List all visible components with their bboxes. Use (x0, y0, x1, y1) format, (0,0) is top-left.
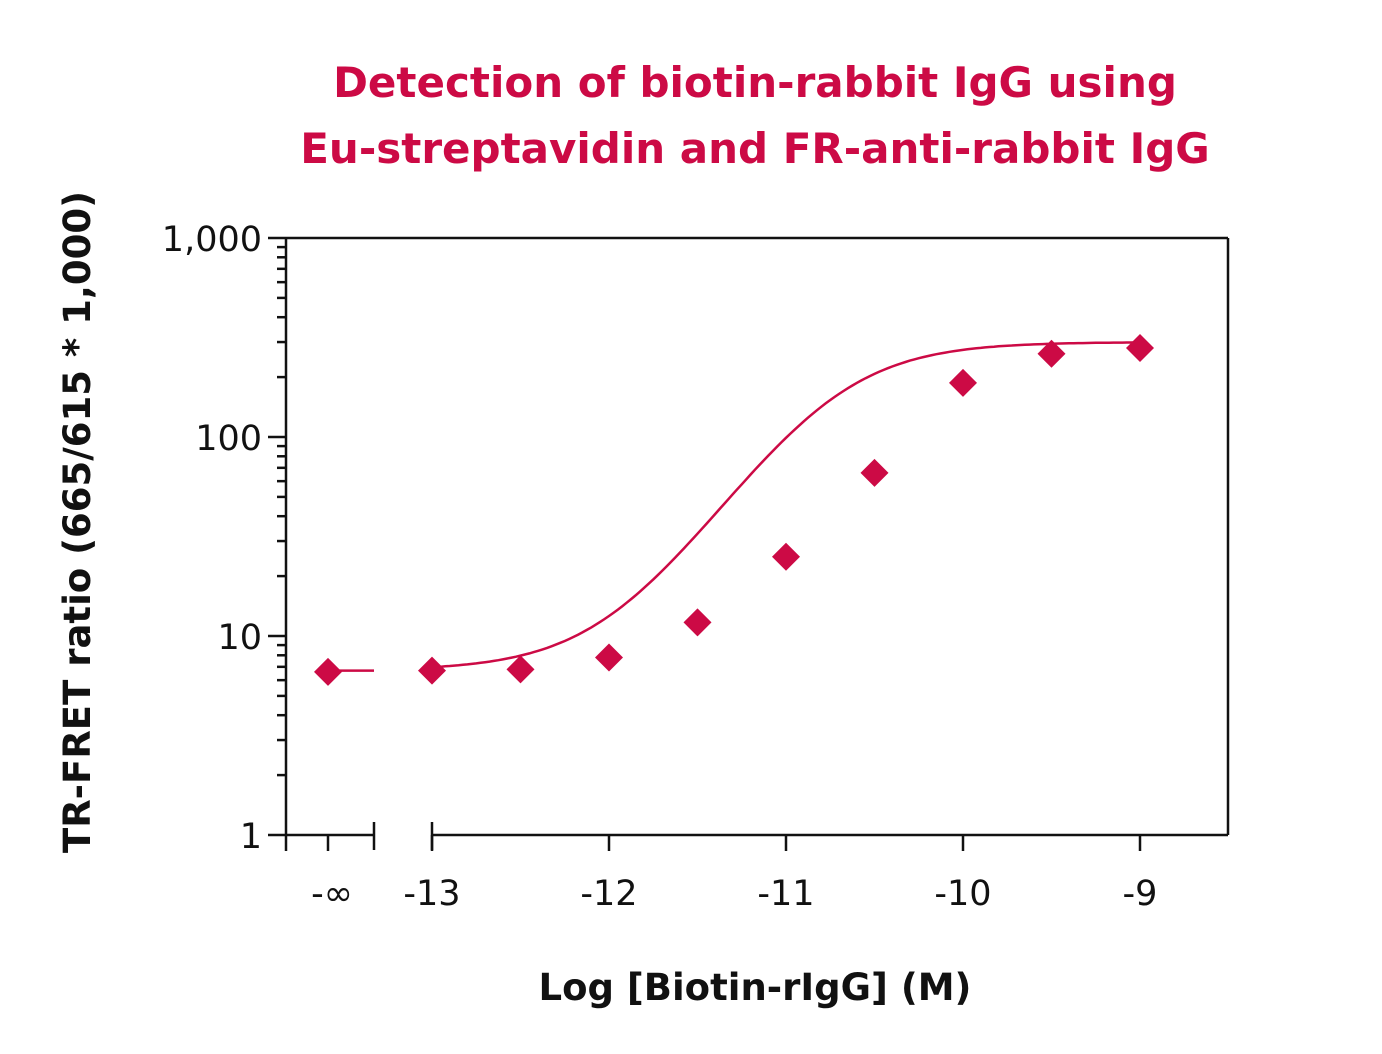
chart-title: Detection of biotin-rabbit IgG using Eu-… (0, 50, 1382, 182)
y-axis-title: TR-FRET ratio (665/615 * 1,000) (56, 191, 99, 853)
x-tick-label: -∞ (311, 874, 353, 914)
data-point (418, 656, 446, 685)
x-tick-label: -9 (1123, 874, 1158, 914)
data-point (860, 458, 889, 487)
data-point (949, 368, 977, 397)
data-point (314, 657, 342, 686)
data-point (595, 643, 623, 672)
data-points (314, 334, 1154, 686)
x-axis-title: Log [Biotin-rIgG] (M) (539, 966, 972, 1009)
y-tick-label: 1 (240, 817, 262, 857)
fit-curve (328, 341, 1140, 672)
y-tick-label: 100 (195, 419, 262, 459)
x-tick-label: -12 (580, 874, 637, 914)
y-axis: 1 10 100 1,000 (162, 220, 286, 857)
x-tick-label: -13 (403, 874, 460, 914)
y-tick-label: 10 (217, 618, 262, 658)
plot-frame (284, 236, 1230, 850)
fit-curve-path (431, 341, 1140, 669)
x-tick-label: -10 (934, 874, 991, 914)
x-axis: -∞ -13 -12 -11 -10 -9 (284, 835, 1158, 914)
y-tick-label: 1,000 (162, 220, 262, 260)
data-point (506, 655, 535, 684)
data-point (683, 608, 712, 637)
x-tick-label: -11 (757, 874, 814, 914)
chart-title-line-1: Detection of biotin-rabbit IgG using (333, 58, 1177, 107)
data-point (1037, 339, 1066, 368)
data-point (1126, 334, 1154, 363)
data-point (772, 542, 800, 571)
chart-title-line-2: Eu-streptavidin and FR-anti-rabbit IgG (300, 124, 1210, 173)
